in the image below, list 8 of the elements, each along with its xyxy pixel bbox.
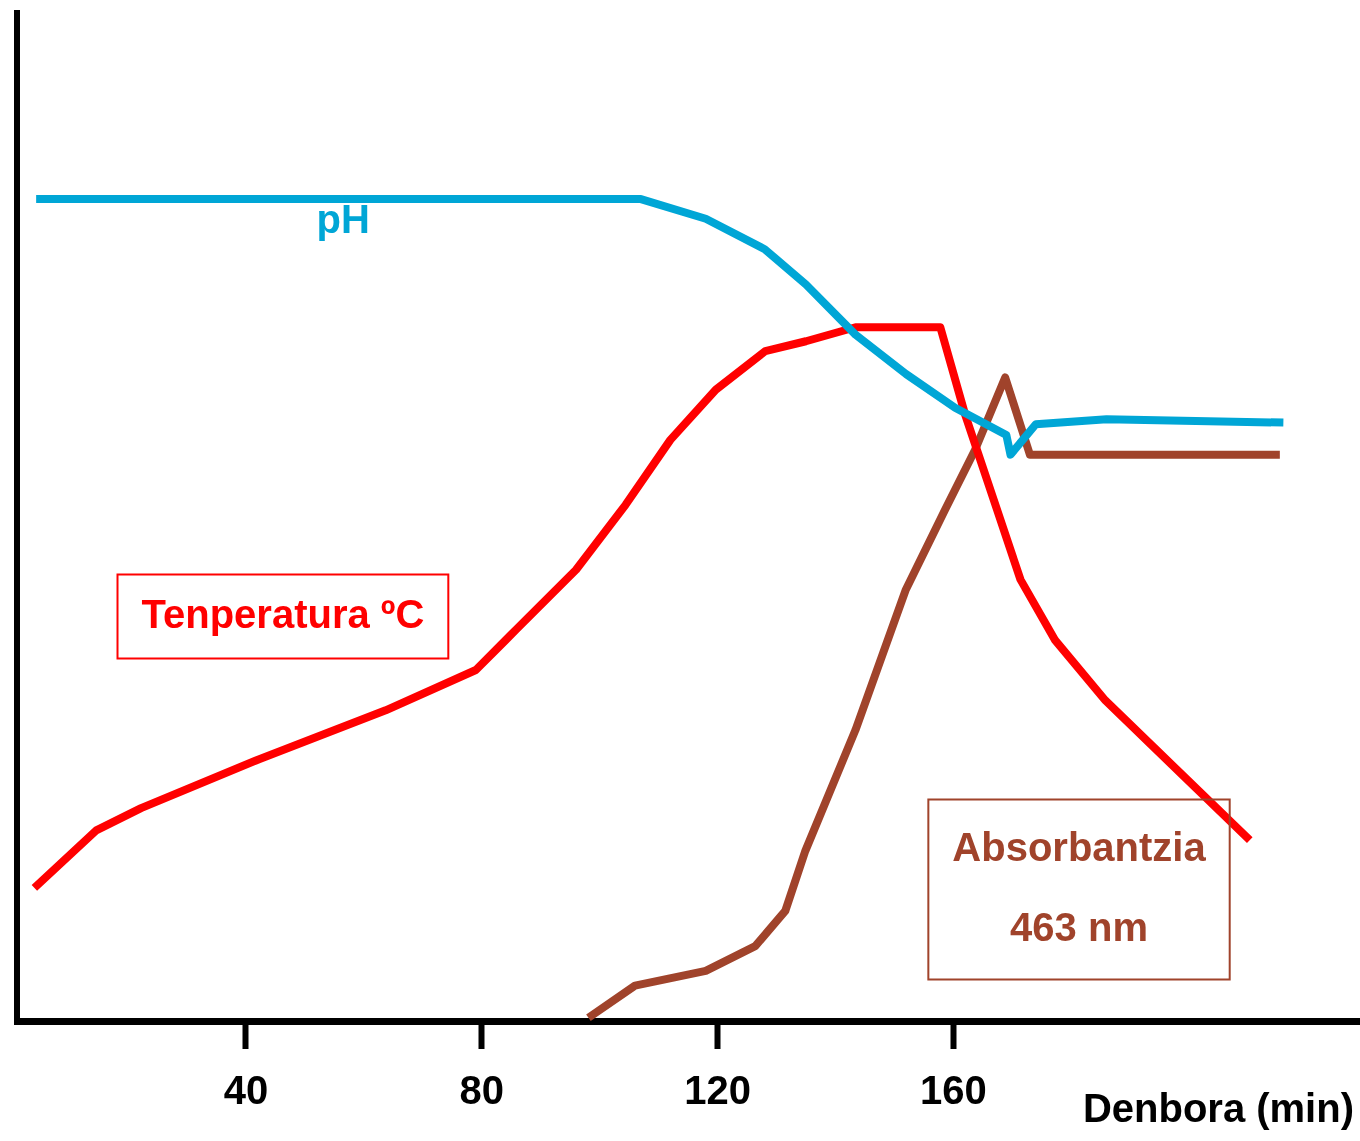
x-tick-label: 160 [919,1068,987,1113]
x-tick-label: 80 [459,1068,504,1113]
x-axis-title: Denbora (min) [1082,1086,1354,1131]
text: Absorbantzia 463 nm [952,824,1207,949]
series-label: Tenperatura ºC [141,591,425,636]
x-tick-label: 40 [223,1068,269,1113]
x-tick-label: 120 [684,1068,751,1113]
series-label: pH [316,197,370,242]
